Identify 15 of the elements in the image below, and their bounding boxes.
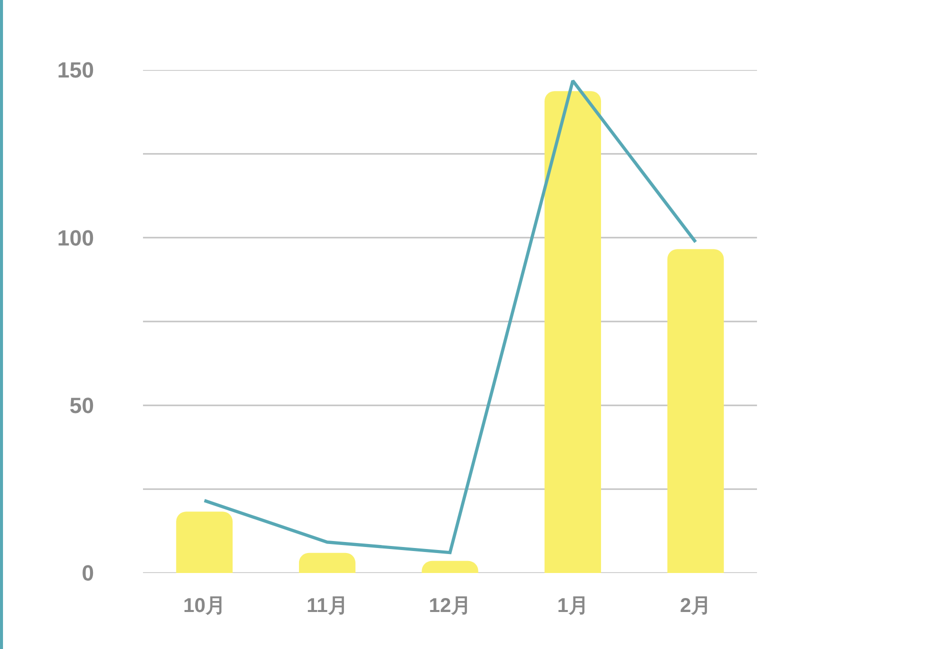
x-tick-label: 11月 (306, 595, 348, 617)
bar (667, 249, 724, 573)
bar (298, 552, 356, 573)
y-tick-label: 50 (70, 393, 94, 418)
y-tick-label: 0 (82, 560, 94, 586)
y-tick-label: 150 (57, 58, 94, 83)
bar (422, 560, 478, 573)
x-tick-label: 1月 (557, 595, 588, 617)
x-tick-label: 10月 (183, 595, 226, 617)
bar (176, 512, 233, 573)
x-tick-label: 2月 (680, 595, 712, 617)
bar (544, 91, 602, 573)
line-series (202, 79, 698, 554)
x-tick-label: 12月 (428, 595, 472, 617)
y-tick-label: 100 (57, 225, 94, 250)
